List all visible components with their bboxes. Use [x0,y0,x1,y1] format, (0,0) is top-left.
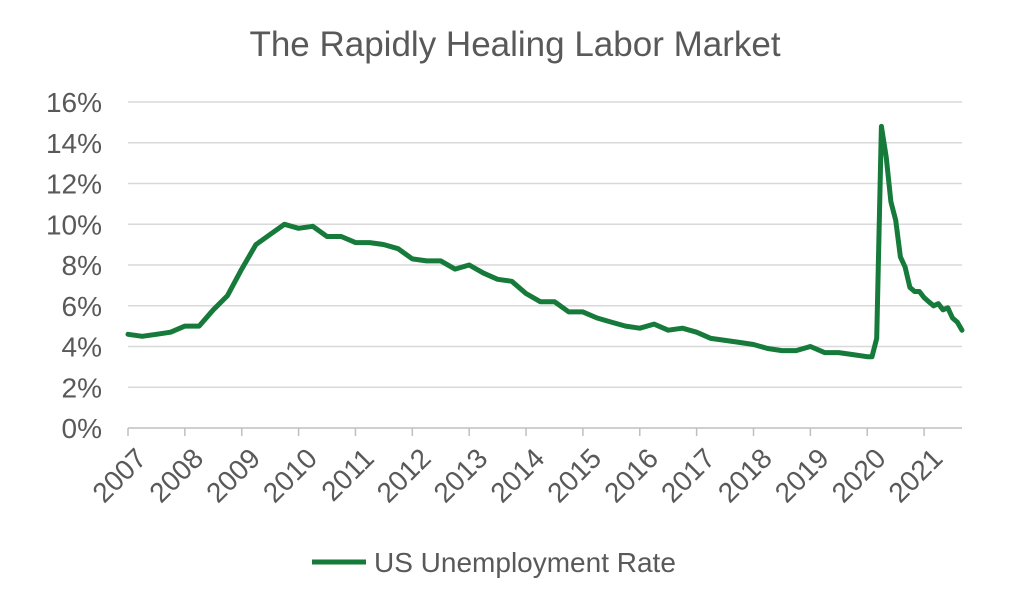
x-tick-label: 2014 [484,442,550,508]
x-tick-label: 2015 [541,442,607,508]
series-line-us-unemployment-rate [125,123,965,360]
x-tick-label: 2017 [655,442,721,508]
y-tick-label: 0% [62,413,102,444]
x-tick-label: 2012 [371,442,437,508]
x-axis-ticks: 2007200820092010201120122013201420152016… [86,428,948,508]
chart-title: The Rapidly Healing Labor Market [249,25,780,64]
x-tick-label: 2019 [769,442,835,508]
legend: US Unemployment Rate [312,547,676,578]
x-tick-label: 2010 [257,442,323,508]
x-tick-label: 2013 [428,442,494,508]
y-tick-label: 8% [62,250,102,281]
x-tick-label: 2008 [143,442,209,508]
x-tick-label: 2018 [712,442,778,508]
x-tick-label: 2020 [826,442,892,508]
y-tick-label: 16% [46,87,102,118]
y-tick-label: 6% [62,291,102,322]
x-tick-label: 2021 [883,442,949,508]
y-tick-label: 12% [46,169,102,200]
y-tick-label: 2% [62,372,102,403]
y-tick-label: 14% [46,128,102,159]
y-tick-label: 10% [46,209,102,240]
x-tick-label: 2011 [315,442,380,507]
x-tick-label: 2009 [200,442,266,508]
grid-lines [128,101,962,429]
y-tick-label: 4% [62,332,102,363]
x-tick-label: 2007 [86,442,152,508]
x-tick-label: 2016 [598,442,664,508]
legend-label: US Unemployment Rate [374,547,676,578]
y-axis-ticks: 0% 2% 4% 6% 8% 10% 12% 14% 16% [46,87,102,444]
